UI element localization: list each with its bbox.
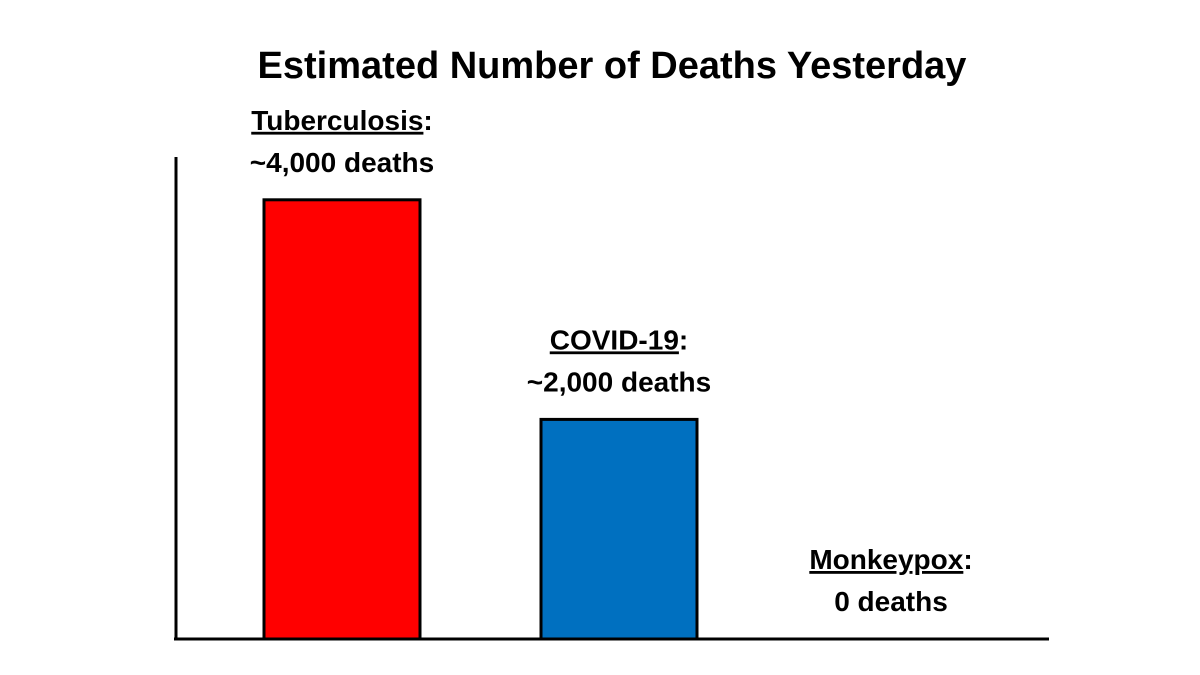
category-colon: :	[963, 544, 972, 575]
category-name-tuberculosis: Tuberculosis	[251, 105, 423, 136]
bar-tuberculosis	[262, 198, 422, 641]
category-label-tuberculosis: Tuberculosis:	[251, 105, 433, 136]
bar-covid-19	[539, 417, 699, 641]
bars-layer	[262, 198, 699, 641]
category-name-monkeypox: Monkeypox	[809, 544, 963, 575]
chart-title: Estimated Number of Deaths Yesterday	[258, 45, 967, 87]
data-label-tuberculosis: ~4,000 deaths	[250, 147, 434, 178]
data-labels-layer: Tuberculosis: ~4,000 deaths COVID-19: ~2,00…	[250, 105, 973, 617]
category-label-covid-19: COVID-19:	[550, 324, 688, 355]
category-colon: :	[423, 105, 432, 136]
data-label-monkeypox: 0 deaths	[834, 586, 948, 617]
category-name-covid-19: COVID-19	[550, 324, 679, 355]
data-label-covid-19: ~2,000 deaths	[527, 366, 711, 397]
category-label-monkeypox: Monkeypox:	[809, 544, 972, 575]
category-colon: :	[679, 324, 688, 355]
